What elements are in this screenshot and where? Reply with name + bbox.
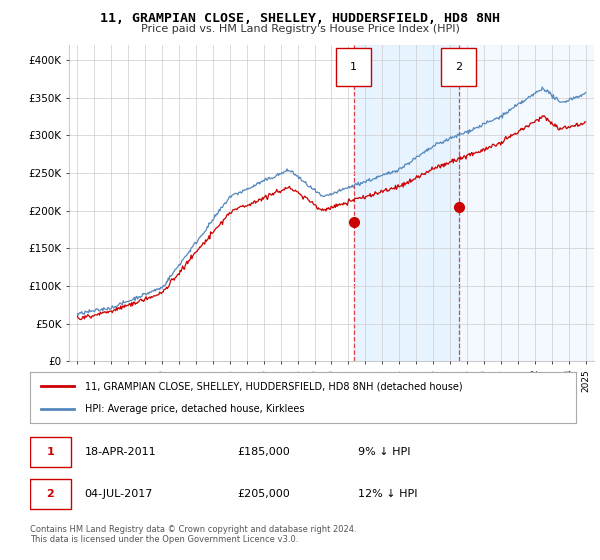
Text: 2: 2 — [46, 489, 54, 499]
FancyBboxPatch shape — [442, 48, 476, 86]
Text: 04-JUL-2017: 04-JUL-2017 — [85, 489, 153, 499]
Text: 11, GRAMPIAN CLOSE, SHELLEY, HUDDERSFIELD, HD8 8NH: 11, GRAMPIAN CLOSE, SHELLEY, HUDDERSFIEL… — [100, 12, 500, 25]
Text: 9% ↓ HPI: 9% ↓ HPI — [358, 447, 410, 457]
Bar — [353, 45, 458, 361]
Text: £205,000: £205,000 — [238, 489, 290, 499]
Bar — [458, 45, 594, 361]
FancyBboxPatch shape — [30, 437, 71, 467]
Text: Price paid vs. HM Land Registry's House Price Index (HPI): Price paid vs. HM Land Registry's House … — [140, 24, 460, 34]
Text: HPI: Average price, detached house, Kirklees: HPI: Average price, detached house, Kirk… — [85, 404, 304, 414]
Text: 18-APR-2011: 18-APR-2011 — [85, 447, 156, 457]
FancyBboxPatch shape — [30, 479, 71, 510]
Text: 2: 2 — [455, 62, 462, 72]
FancyBboxPatch shape — [337, 48, 371, 86]
Text: 12% ↓ HPI: 12% ↓ HPI — [358, 489, 417, 499]
Text: £185,000: £185,000 — [238, 447, 290, 457]
Text: Contains HM Land Registry data © Crown copyright and database right 2024.
This d: Contains HM Land Registry data © Crown c… — [30, 525, 356, 544]
Text: 1: 1 — [46, 447, 54, 457]
Text: 1: 1 — [350, 62, 357, 72]
Text: 11, GRAMPIAN CLOSE, SHELLEY, HUDDERSFIELD, HD8 8NH (detached house): 11, GRAMPIAN CLOSE, SHELLEY, HUDDERSFIEL… — [85, 381, 462, 391]
